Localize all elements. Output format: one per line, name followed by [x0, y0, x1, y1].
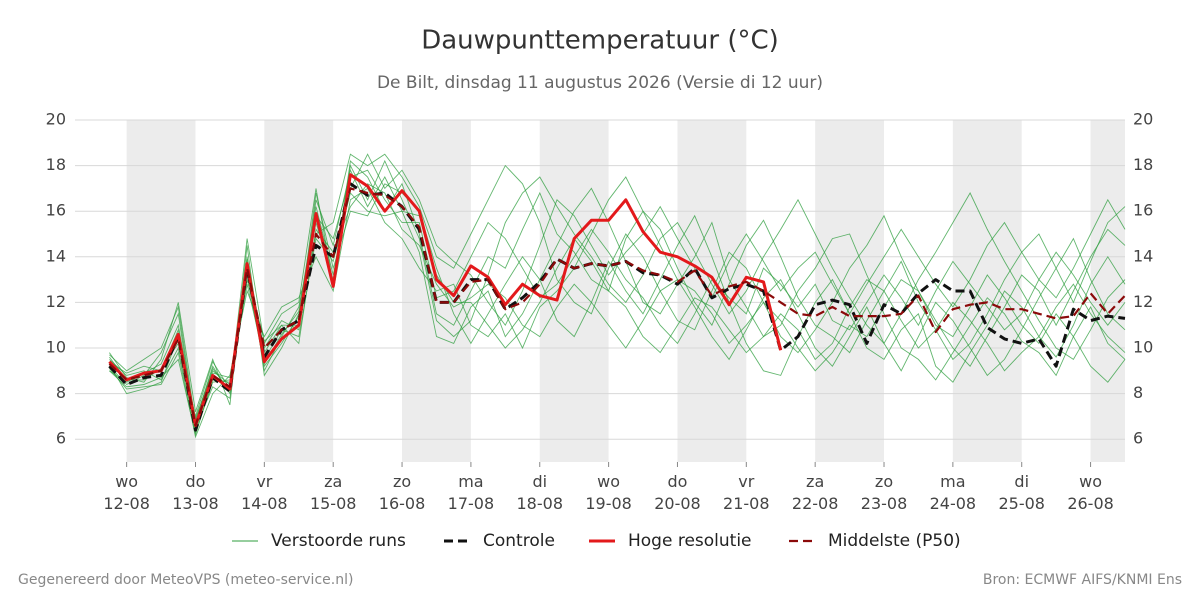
x-tick-label: zo 16-08 [379, 472, 426, 513]
legend-label: Controle [483, 531, 555, 551]
y2-tick-label: 8 [1133, 383, 1143, 402]
y-tick-label: 20 [46, 110, 66, 129]
ensemble-line [109, 169, 1126, 430]
series-line [108, 187, 1126, 427]
y2-tick-label: 10 [1133, 338, 1153, 357]
ensemble-line [109, 176, 1126, 439]
ensemble-line [109, 153, 1126, 412]
y2-tick-label: 12 [1133, 292, 1153, 311]
ensemble-line [109, 183, 1126, 431]
ensemble-line [109, 159, 1126, 419]
day-shade [539, 120, 609, 462]
x-tick-label: di 25-08 [998, 472, 1045, 513]
x-tick-label: za 22-08 [792, 472, 839, 513]
footer-right: Bron: ECMWF AIFS/KNMI Ens [983, 572, 1182, 588]
day-shade [264, 120, 334, 462]
y-tick-label: 6 [56, 429, 66, 448]
y-tick-label: 18 [46, 155, 66, 174]
chart-title: Dauwpunttemperatuur (°C) [421, 26, 779, 56]
x-tick-label: za 15-08 [310, 472, 357, 513]
x-tick-label: zo 23-08 [861, 472, 908, 513]
ensemble-line [109, 168, 1126, 435]
day-shade [126, 120, 196, 462]
legend-label: Hoge resolutie [628, 531, 752, 551]
ensemble-line [109, 183, 1126, 421]
y-tick-label: 16 [46, 201, 66, 220]
x-tick-label: do 13-08 [172, 472, 219, 513]
y-tick-label: 8 [56, 383, 66, 402]
ensemble-line [109, 192, 1126, 437]
y2-tick-label: 16 [1133, 201, 1153, 220]
y2-tick-label: 18 [1133, 155, 1153, 174]
y-tick-label: 12 [46, 292, 66, 311]
x-tick-label: di 18-08 [517, 472, 564, 513]
x-tick-label: ma 17-08 [448, 472, 495, 513]
x-tick-label: wo 12-08 [103, 472, 150, 513]
x-tick-label: vr 21-08 [723, 472, 770, 513]
y-tick-label: 14 [46, 246, 66, 265]
x-tick-label: wo 26-08 [1067, 472, 1114, 513]
legend-label: Middelste (P50) [828, 531, 961, 551]
y2-tick-label: 14 [1133, 246, 1153, 265]
y2-tick-label: 6 [1133, 429, 1143, 448]
footer-left: Gegenereerd door MeteoVPS (meteo-service… [18, 572, 353, 588]
x-tick-label: ma 24-08 [930, 472, 977, 513]
x-tick-label: do 20-08 [654, 472, 701, 513]
day-shade [815, 120, 885, 462]
day-shade [1090, 120, 1125, 462]
x-tick-label: wo 19-08 [585, 472, 632, 513]
legend-label: Verstoorde runs [271, 531, 406, 551]
y-tick-label: 10 [46, 338, 66, 357]
chart-subtitle: De Bilt, dinsdag 11 augustus 2026 (Versi… [377, 73, 823, 93]
y2-tick-label: 20 [1133, 110, 1153, 129]
x-tick-label: vr 14-08 [241, 472, 288, 513]
series-line [108, 173, 783, 427]
